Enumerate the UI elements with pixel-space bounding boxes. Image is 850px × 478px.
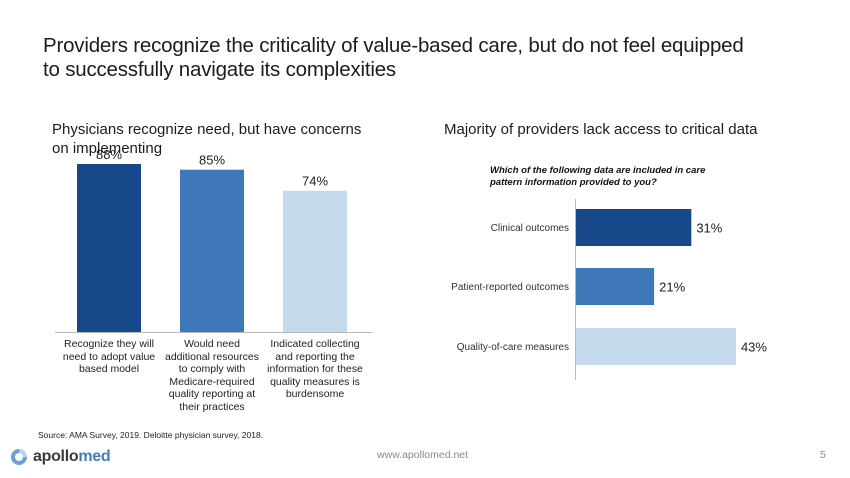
page-number: 5 <box>820 449 826 461</box>
logo-text-med: med <box>78 448 111 465</box>
horizontal-bar-value-label: 21% <box>659 280 685 295</box>
vertical-bar-value-label: 85% <box>199 153 225 168</box>
horizontal-bar-value-label: 31% <box>696 221 722 236</box>
horizontal-chart-category-label: Patient-reported outcomes <box>451 282 569 293</box>
horizontal-bar-1 <box>576 209 692 246</box>
horizontal-bar-2 <box>576 268 655 305</box>
right-subheading: Majority of providers lack access to cri… <box>444 121 758 138</box>
vertical-chart-category-label: Indicated collecting and reporting the i… <box>267 338 363 400</box>
vertical-bar-1 <box>77 164 141 332</box>
horizontal-chart-category-label: Quality-of-care measures <box>457 342 569 353</box>
vertical-bar-2 <box>180 169 244 332</box>
vertical-chart-category-label: Would need additional resources to compl… <box>165 338 259 413</box>
vertical-bar-value-label: 74% <box>302 174 328 189</box>
horizontal-bar-value-label: 43% <box>741 340 767 355</box>
logo-text-apollo: apollo <box>33 448 79 465</box>
horizontal-bar-3 <box>576 328 736 365</box>
vertical-bar-3 <box>283 190 347 332</box>
swirl-logo-icon <box>11 449 27 465</box>
source-note: Source: AMA Survey, 2019. Deloitte physi… <box>38 430 264 440</box>
slide-title: Providers recognize the criticality of v… <box>43 34 744 81</box>
horizontal-chart-category-label: Clinical outcomes <box>491 223 569 234</box>
logo-wordmark: apollomed <box>33 448 111 466</box>
left-subheading: Physicians recognize need, but have conc… <box>52 121 362 157</box>
vertical-bar-value-label: 88% <box>96 147 122 162</box>
vertical-chart-category-label: Recognize they will need to adopt value … <box>62 338 156 375</box>
apollomed-logo: apollomed <box>9 447 111 467</box>
horizontal-chart-question: Which of the following data are included… <box>490 165 706 188</box>
footer-url[interactable]: www.apollomed.net <box>377 449 469 461</box>
